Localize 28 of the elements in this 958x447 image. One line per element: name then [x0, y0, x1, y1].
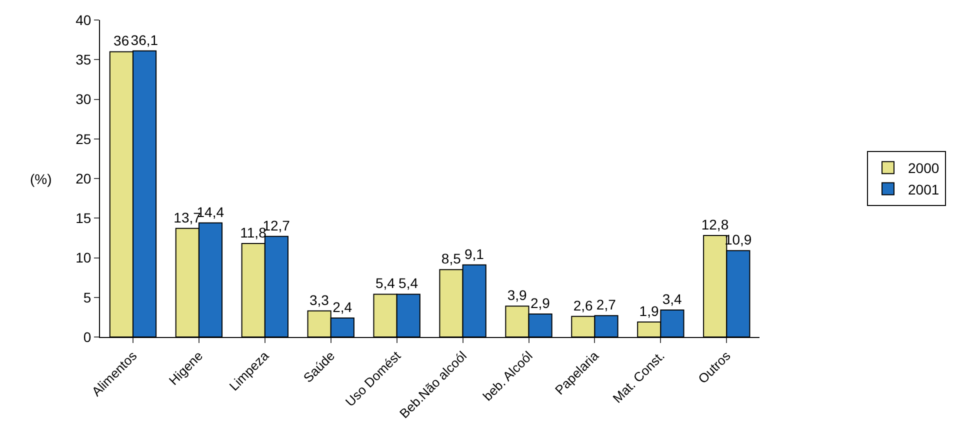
data-label: 1,9: [639, 302, 659, 319]
legend-label: 2001: [908, 181, 940, 198]
y-axis-title: (%): [30, 171, 52, 187]
data-label: 8,5: [441, 250, 462, 267]
data-label: 36: [114, 32, 130, 49]
y-tick-label: 0: [83, 328, 92, 345]
y-tick-label: 5: [83, 289, 92, 306]
data-label: 3,4: [662, 291, 682, 308]
data-label: 9,1: [464, 246, 484, 262]
data-label: 5,4: [398, 275, 418, 292]
legend-label: 2000: [908, 160, 940, 176]
data-label: 3,9: [507, 287, 528, 304]
data-label: 2,9: [530, 295, 550, 312]
data-label: 2,7: [596, 296, 616, 313]
data-label: 36,1: [130, 32, 158, 48]
data-label: 11,8: [240, 224, 267, 240]
data-label: 2,4: [332, 298, 352, 315]
y-tick-label: 30: [76, 91, 92, 108]
data-label: 3,3: [309, 292, 330, 308]
y-tick-label: 40: [76, 12, 92, 28]
y-tick-label: 10: [76, 250, 92, 266]
data-label: 2,6: [573, 297, 594, 314]
y-tick-label: 15: [76, 210, 92, 226]
y-tick-label: 35: [76, 52, 92, 68]
y-tick-label: 25: [76, 130, 92, 147]
data-label: 5,4: [375, 275, 396, 292]
data-label: 12,8: [701, 216, 729, 233]
y-tick-label: 20: [76, 170, 92, 186]
